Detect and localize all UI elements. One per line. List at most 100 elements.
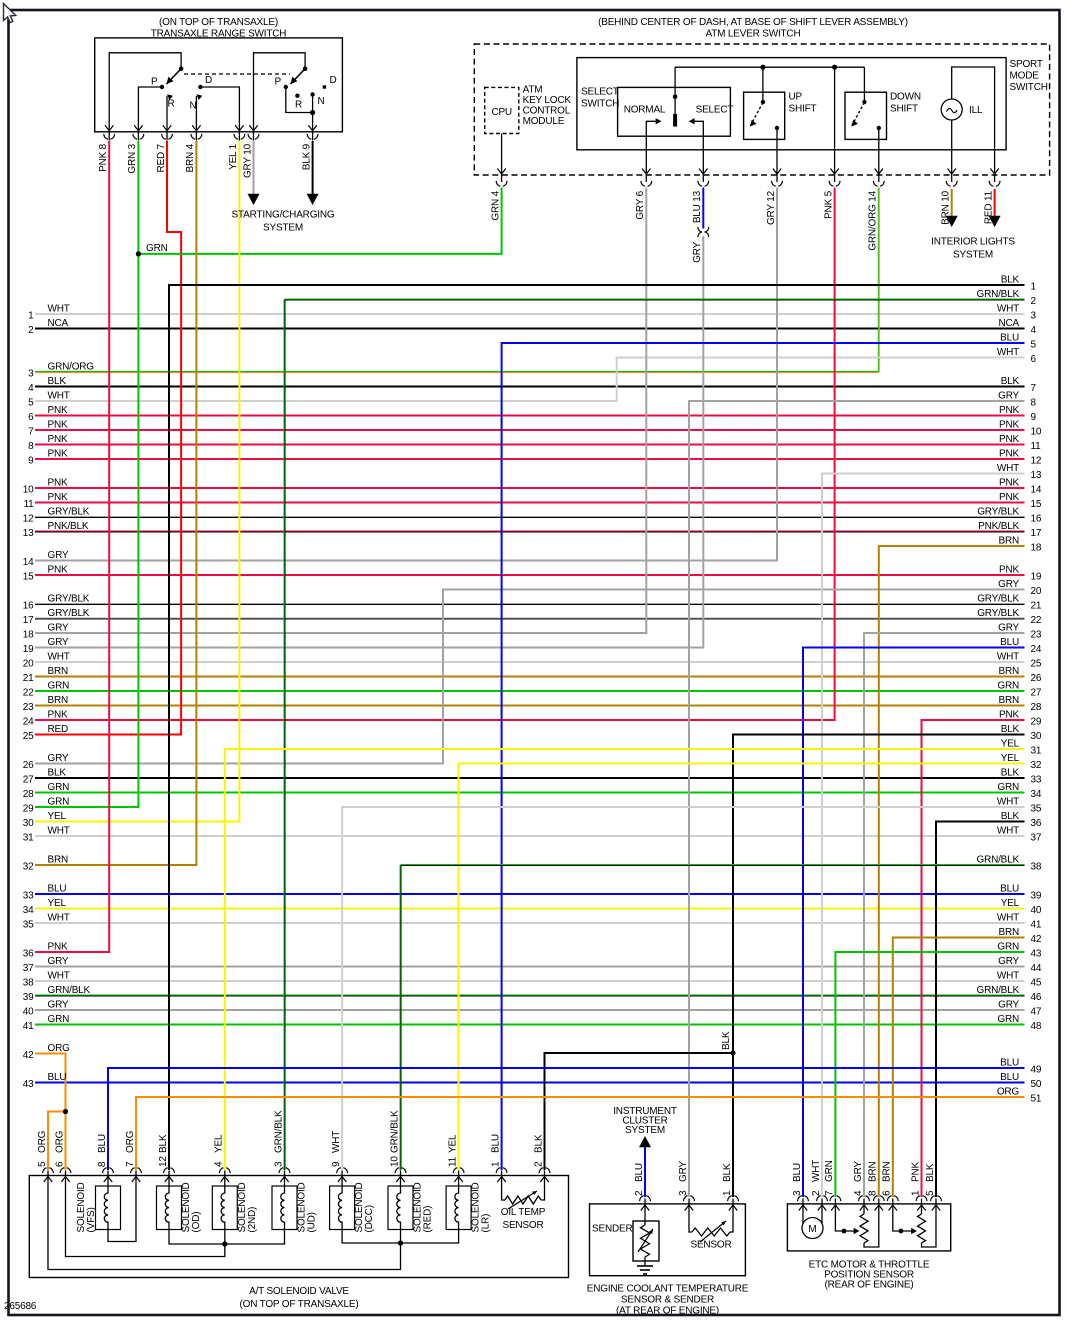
chev-etc-5-blk (931, 1204, 941, 1211)
arc-trx-gry-10 (247, 133, 260, 140)
chev-atm-grn4 (496, 168, 507, 175)
page-frame (7, 8, 1061, 1317)
pinnum-sol-4: 4 (214, 1161, 225, 1167)
chev-sol-4 (220, 1175, 230, 1183)
select-switch-label-2: SWITCH (581, 99, 619, 110)
lpin-num-22: 22 (23, 688, 34, 699)
rpin-num-39: 39 (1031, 891, 1042, 902)
pincolor-etc-1-pnk: PNK (910, 1162, 921, 1182)
arc-sol-9 (336, 1167, 349, 1174)
arc-sol-3 (278, 1167, 291, 1174)
rpin-color-27: GRN (997, 681, 1019, 692)
title-atm-loc: (BEHIND CENTER OF DASH, AT BASE OF SHIFT… (598, 17, 908, 28)
wire-grn3-cpu-branch (138, 187, 503, 255)
sol-par-dcc: (DCC) (364, 1205, 375, 1232)
junction-label-grn: GRN (146, 243, 168, 254)
lpin-num-23: 23 (23, 702, 34, 713)
coil-lr (454, 1186, 460, 1230)
pincolor-ect-3: GRY (678, 1161, 689, 1182)
lpin-color-2: NCA (48, 318, 69, 329)
lpin-color-4: BLK (48, 376, 67, 387)
lpin-num-31: 31 (23, 833, 34, 844)
pincolor-etc-5-blk: BLK (925, 1163, 936, 1182)
rpin-num-1: 1 (1031, 282, 1037, 293)
lpin-num-37: 37 (23, 963, 34, 974)
arc-trx-brn-4 (190, 133, 203, 140)
pinlabel-trx-gry10: GRY 10 (242, 143, 253, 178)
lpin-color-6: PNK (48, 405, 68, 416)
rpin-num-42: 42 (1031, 934, 1042, 945)
rpin-color-36: BLK (1001, 811, 1020, 822)
trx-right-p-wire (285, 87, 313, 114)
select-label: SELECT (696, 105, 734, 116)
lpin-color-20: WHT (48, 652, 70, 663)
rpin-color-42: BRN (998, 927, 1019, 938)
junction-trx-right (310, 109, 316, 116)
etc-pin7-in (834, 1203, 857, 1232)
chev-atm-gry12 (772, 168, 782, 175)
pincolor-sol-5: ORG (37, 1130, 48, 1153)
chev-sol-10 (395, 1175, 406, 1183)
starting-system-2: SYSTEM (263, 223, 303, 234)
sol-box-label-2: (ON TOP OF TRANSAXLE) (240, 1299, 359, 1310)
arc-atm-gry-6 (640, 180, 653, 187)
rpin-num-12: 12 (1031, 456, 1042, 467)
rpin-num-24: 24 (1031, 644, 1042, 655)
rpin-color-37: WHT (997, 826, 1019, 837)
chev-sol-2 (539, 1175, 550, 1183)
oil-temp-1: OIL TEMP (501, 1207, 546, 1218)
title-atm: ATM LEVER SWITCH (706, 29, 801, 40)
module-line-4: MODULE (523, 116, 565, 127)
chev-trx-yel1 (234, 124, 245, 132)
pincolor-etc-4-gry: GRY (853, 1161, 864, 1182)
rpin-color-10: PNK (999, 420, 1019, 431)
sol-name-vfs: SOLENOID (76, 1182, 87, 1232)
rpin-num-35: 35 (1031, 804, 1042, 815)
down-shift-label-1: DOWN (890, 92, 921, 103)
lpin-num-33: 33 (23, 891, 34, 902)
wire-l42-org (35, 1052, 67, 1170)
ect-label-1: ENGINE COOLANT TEMPERATURE (587, 1284, 749, 1295)
etc-label-3: (REAR OF ENGINE) (824, 1280, 913, 1291)
wire-brn4-l32 (35, 141, 198, 866)
rpin-color-49: BLU (1000, 1058, 1019, 1069)
rpin-num-4: 4 (1031, 325, 1037, 336)
trx-left-d-wire (200, 86, 241, 132)
rpin-num-28: 28 (1031, 702, 1042, 713)
coil-od (164, 1186, 170, 1230)
pinnum-sol-2: 2 (533, 1161, 544, 1167)
rpin-color-26: BRN (998, 666, 1019, 677)
cpu-label: CPU (491, 107, 512, 118)
pinnum-ect-3: 3 (678, 1190, 689, 1196)
lpin-num-17: 17 (23, 615, 34, 626)
pincolor-sol-6: ORG (54, 1130, 65, 1153)
lpin-color-7: PNK (48, 420, 68, 431)
chev-atm-red11 (989, 168, 1000, 175)
rpin-color-43: GRN (997, 942, 1019, 953)
pincolor-ect-2: BLU (634, 1163, 645, 1182)
lpin-color-28: GRN (48, 782, 70, 793)
lpin-color-40: GRY (48, 1000, 69, 1011)
sol-name-od: SOLENOID (181, 1182, 192, 1232)
wire-r30-blk (732, 733, 1025, 1197)
rpin-color-2: GRN/BLK (976, 289, 1019, 300)
contact-arrow-n-left (196, 94, 203, 100)
lpin-num-21: 21 (23, 673, 34, 684)
rpin-num-14: 14 (1031, 485, 1042, 496)
wire-pnk5-l24 (35, 187, 836, 721)
chev-trx-pnk8 (104, 124, 114, 132)
arrow-cluster (638, 1136, 652, 1148)
arc-sol-6 (59, 1167, 72, 1174)
arc-ect-2 (639, 1195, 651, 1202)
pinlabel-atm-grnorg14: GRN/ORG 14 (868, 190, 879, 250)
rpin-num-46: 46 (1031, 992, 1042, 1003)
oil-temp-arrow (507, 1190, 538, 1210)
sport-label-2: MODE (1010, 71, 1040, 82)
rpin-color-22: GRY/BLK (977, 608, 1019, 619)
wire-gry12-l14 (35, 187, 778, 562)
sol-name-lr: SOLENOID (471, 1182, 482, 1232)
lpin-color-11: PNK (48, 492, 68, 503)
pinnum-sol-8: 8 (97, 1161, 108, 1167)
